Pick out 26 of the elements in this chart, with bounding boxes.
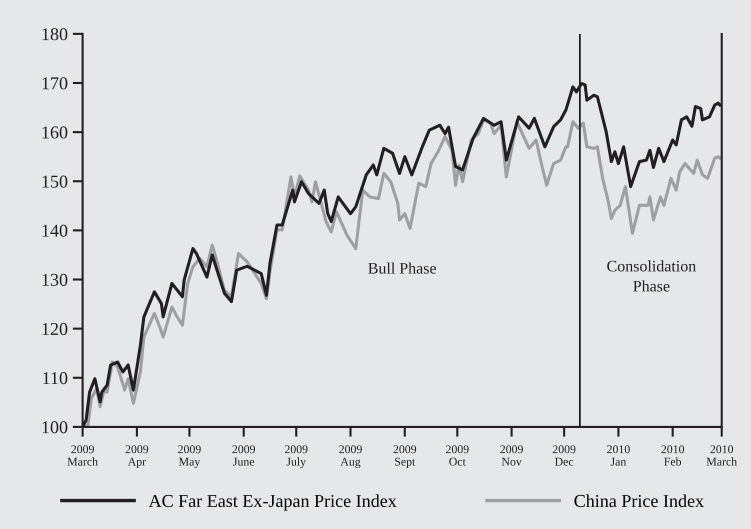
x-tick-label: 2009 March bbox=[68, 445, 98, 466]
y-tick-label: 170 bbox=[42, 77, 68, 90]
y-tick-label: 150 bbox=[42, 176, 68, 188]
y-tick-label: 140 bbox=[42, 224, 68, 237]
x-tick-label: 2009 Nov bbox=[500, 445, 523, 466]
x-tick-label: 2009 July bbox=[284, 445, 308, 468]
y-tick-label: 160 bbox=[42, 126, 68, 139]
x-tick-label: 2009 May bbox=[178, 445, 201, 468]
y-tick-label: 180 bbox=[42, 28, 68, 40]
x-tick-label: 2010 Feb bbox=[661, 445, 684, 466]
x-tick-label: 2009 Apr bbox=[126, 445, 148, 468]
y-tick-label: 100 bbox=[42, 421, 68, 434]
y-tick-label: 110 bbox=[43, 372, 68, 384]
annotation: Bull Phase bbox=[368, 262, 436, 274]
x-tick-label: 2009 Dec bbox=[552, 445, 576, 466]
x-tick-label: 2010 March bbox=[706, 445, 737, 466]
x-tick-label: 2010 Jan bbox=[607, 445, 630, 466]
legend-label: AC Far East Ex-Japan Price Index bbox=[148, 494, 397, 511]
legend-label: China Price Index bbox=[574, 494, 704, 508]
x-tick-label: 2009 Aug bbox=[339, 445, 362, 468]
x-tick-label: 2009 June bbox=[232, 445, 256, 466]
annotation: Consolidation Phase bbox=[607, 260, 696, 292]
x-tick-label: 2009 Sept bbox=[394, 445, 416, 468]
x-tick-label: 2009 Oct bbox=[446, 445, 469, 466]
y-tick-label: 130 bbox=[42, 274, 68, 286]
y-tick-label: 120 bbox=[42, 322, 68, 336]
